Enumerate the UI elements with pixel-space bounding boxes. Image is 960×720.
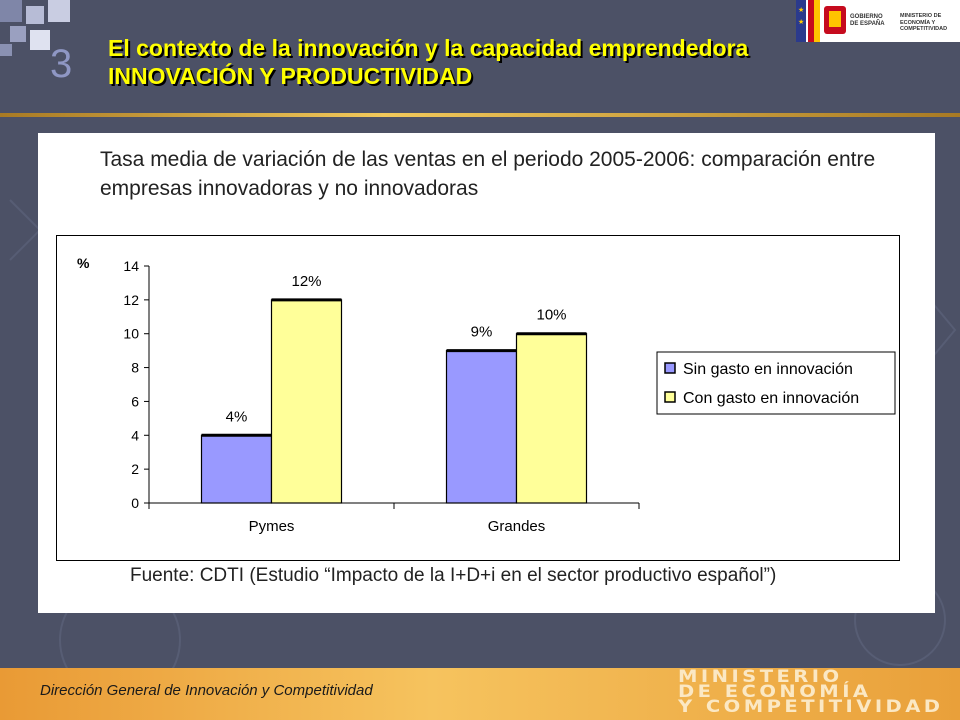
bar-con-gasto xyxy=(270,299,343,504)
bar-data-label: 9% xyxy=(471,324,493,341)
legend-swatch xyxy=(664,362,676,374)
y-tick-label: 8 xyxy=(131,360,139,376)
legend-label: Con gasto en innovación xyxy=(683,390,859,407)
bar-data-label: 4% xyxy=(226,408,248,425)
plot-frame: 0 2 4 6 8 10 12 14% 4% 12% Pymes 9% 10% Grandes Sin ga… xyxy=(56,235,900,561)
ministry-wordmark: MINISTERIO DE ECONOMÍA Y COMPETITIVIDAD xyxy=(678,667,944,717)
title-line-1: El contexto de la innovación y la capaci… xyxy=(108,35,749,61)
y-tick-label: 6 xyxy=(131,393,139,409)
footer-bar: Dirección General de Innovación y Compet… xyxy=(0,668,960,720)
footer-text: Dirección General de Innovación y Compet… xyxy=(40,682,373,699)
y-tick-label: 10 xyxy=(123,326,139,342)
y-tick-label: 12 xyxy=(123,292,139,308)
bar-data-label: 12% xyxy=(291,273,321,290)
ministry-line-2: DE ECONOMÍA xyxy=(678,682,872,702)
y-axis-label: % xyxy=(77,255,90,271)
svg-text:★: ★ xyxy=(798,18,804,26)
chart-panel: Tasa media de variación de las ventas en… xyxy=(38,133,935,613)
coat-of-arms-icon: ★ ★ xyxy=(796,0,846,42)
ministry-line-3: Y COMPETITIVIDAD xyxy=(678,697,944,717)
gov-logo-text-government: GOBIERNO DE ESPAÑA xyxy=(850,14,885,27)
bar-sin-gasto xyxy=(445,350,518,504)
y-tick-label: 4 xyxy=(131,427,139,443)
government-logo: ★ ★ GOBIERNO DE ESPAÑA MINISTERIO DE ECO… xyxy=(796,0,960,42)
bar-chart: 0 2 4 6 8 10 12 14% 4% 12% Pymes 9% 10% Grandes Sin ga… xyxy=(77,255,896,535)
x-category-label: Grandes xyxy=(488,518,546,535)
legend-label: Sin gasto en innovación xyxy=(683,361,853,378)
legend-box xyxy=(656,351,896,415)
title-line-2: INNOVACIÓN Y PRODUCTIVIDAD xyxy=(108,63,473,89)
svg-text:★: ★ xyxy=(798,6,804,14)
y-tick-label: 0 xyxy=(131,495,139,511)
gov-logo-text-ministry: MINISTERIO DE ECONOMÍA Y COMPETITIVIDAD xyxy=(900,13,948,32)
bar-sin-gasto xyxy=(200,434,273,504)
bar-con-gasto xyxy=(515,333,588,504)
slide-number: 3 xyxy=(50,42,73,86)
decorative-squares xyxy=(0,0,70,56)
ministry-line-1: MINISTERIO xyxy=(678,667,843,687)
x-category-label: Pymes xyxy=(249,518,295,535)
slide-title: El contexto de la innovación y la capaci… xyxy=(108,34,808,90)
chart-title: Tasa media de variación de las ventas en… xyxy=(100,148,876,200)
bar-data-label: 10% xyxy=(536,307,566,324)
chart-source: Fuente: CDTI (Estudio “Impacto de la I+D… xyxy=(130,565,777,586)
header-divider xyxy=(0,113,960,117)
legend-swatch xyxy=(664,391,676,403)
y-tick-label: 14 xyxy=(123,258,139,274)
y-tick-label: 2 xyxy=(131,461,139,477)
